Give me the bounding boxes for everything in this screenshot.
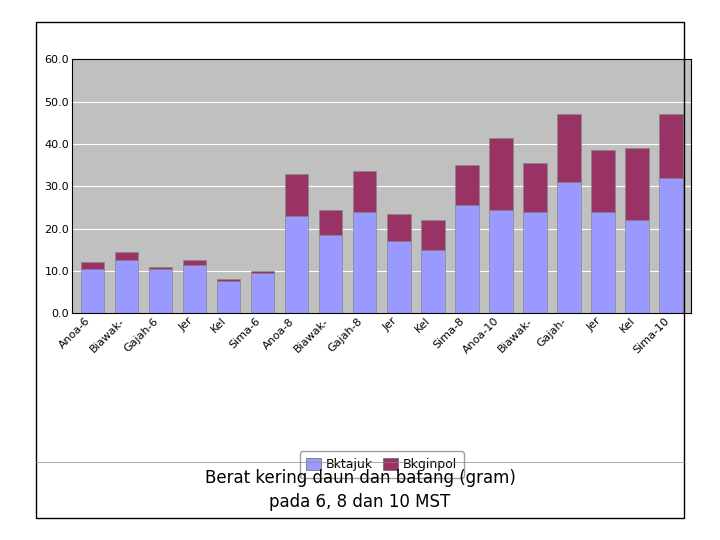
Bar	[81, 269, 104, 313]
Bar	[251, 271, 274, 273]
Bar	[557, 114, 580, 182]
Bar	[489, 138, 513, 210]
Bar	[659, 114, 683, 178]
Bar	[319, 235, 343, 313]
Text: pada 6, 8 dan 10 MST: pada 6, 8 dan 10 MST	[269, 493, 451, 511]
Legend: Bktajuk, Bkginpol: Bktajuk, Bkginpol	[300, 451, 464, 477]
Bar	[659, 178, 683, 313]
Bar	[217, 279, 240, 281]
Bar	[489, 210, 513, 313]
Bar	[148, 269, 172, 313]
Bar	[148, 267, 172, 269]
Bar	[284, 174, 308, 216]
Bar	[455, 205, 479, 313]
Bar	[387, 214, 410, 241]
Bar	[455, 165, 479, 205]
Bar	[420, 220, 444, 249]
Bar	[625, 220, 649, 313]
Bar	[523, 212, 546, 313]
Bar	[523, 163, 546, 212]
Text: Berat kering daun dan batang (gram): Berat kering daun dan batang (gram)	[204, 469, 516, 487]
Bar	[217, 281, 240, 313]
Bar	[251, 273, 274, 313]
Bar	[591, 150, 615, 212]
Bar	[284, 216, 308, 313]
Bar	[420, 249, 444, 313]
Bar	[387, 241, 410, 313]
Bar	[557, 182, 580, 313]
Bar	[353, 172, 377, 212]
Bar	[114, 252, 138, 260]
Bar	[625, 148, 649, 220]
Bar	[183, 260, 207, 265]
Bar	[319, 210, 343, 235]
Bar	[353, 212, 377, 313]
Bar	[81, 262, 104, 269]
Bar	[114, 260, 138, 313]
Bar	[591, 212, 615, 313]
Bar	[183, 265, 207, 313]
